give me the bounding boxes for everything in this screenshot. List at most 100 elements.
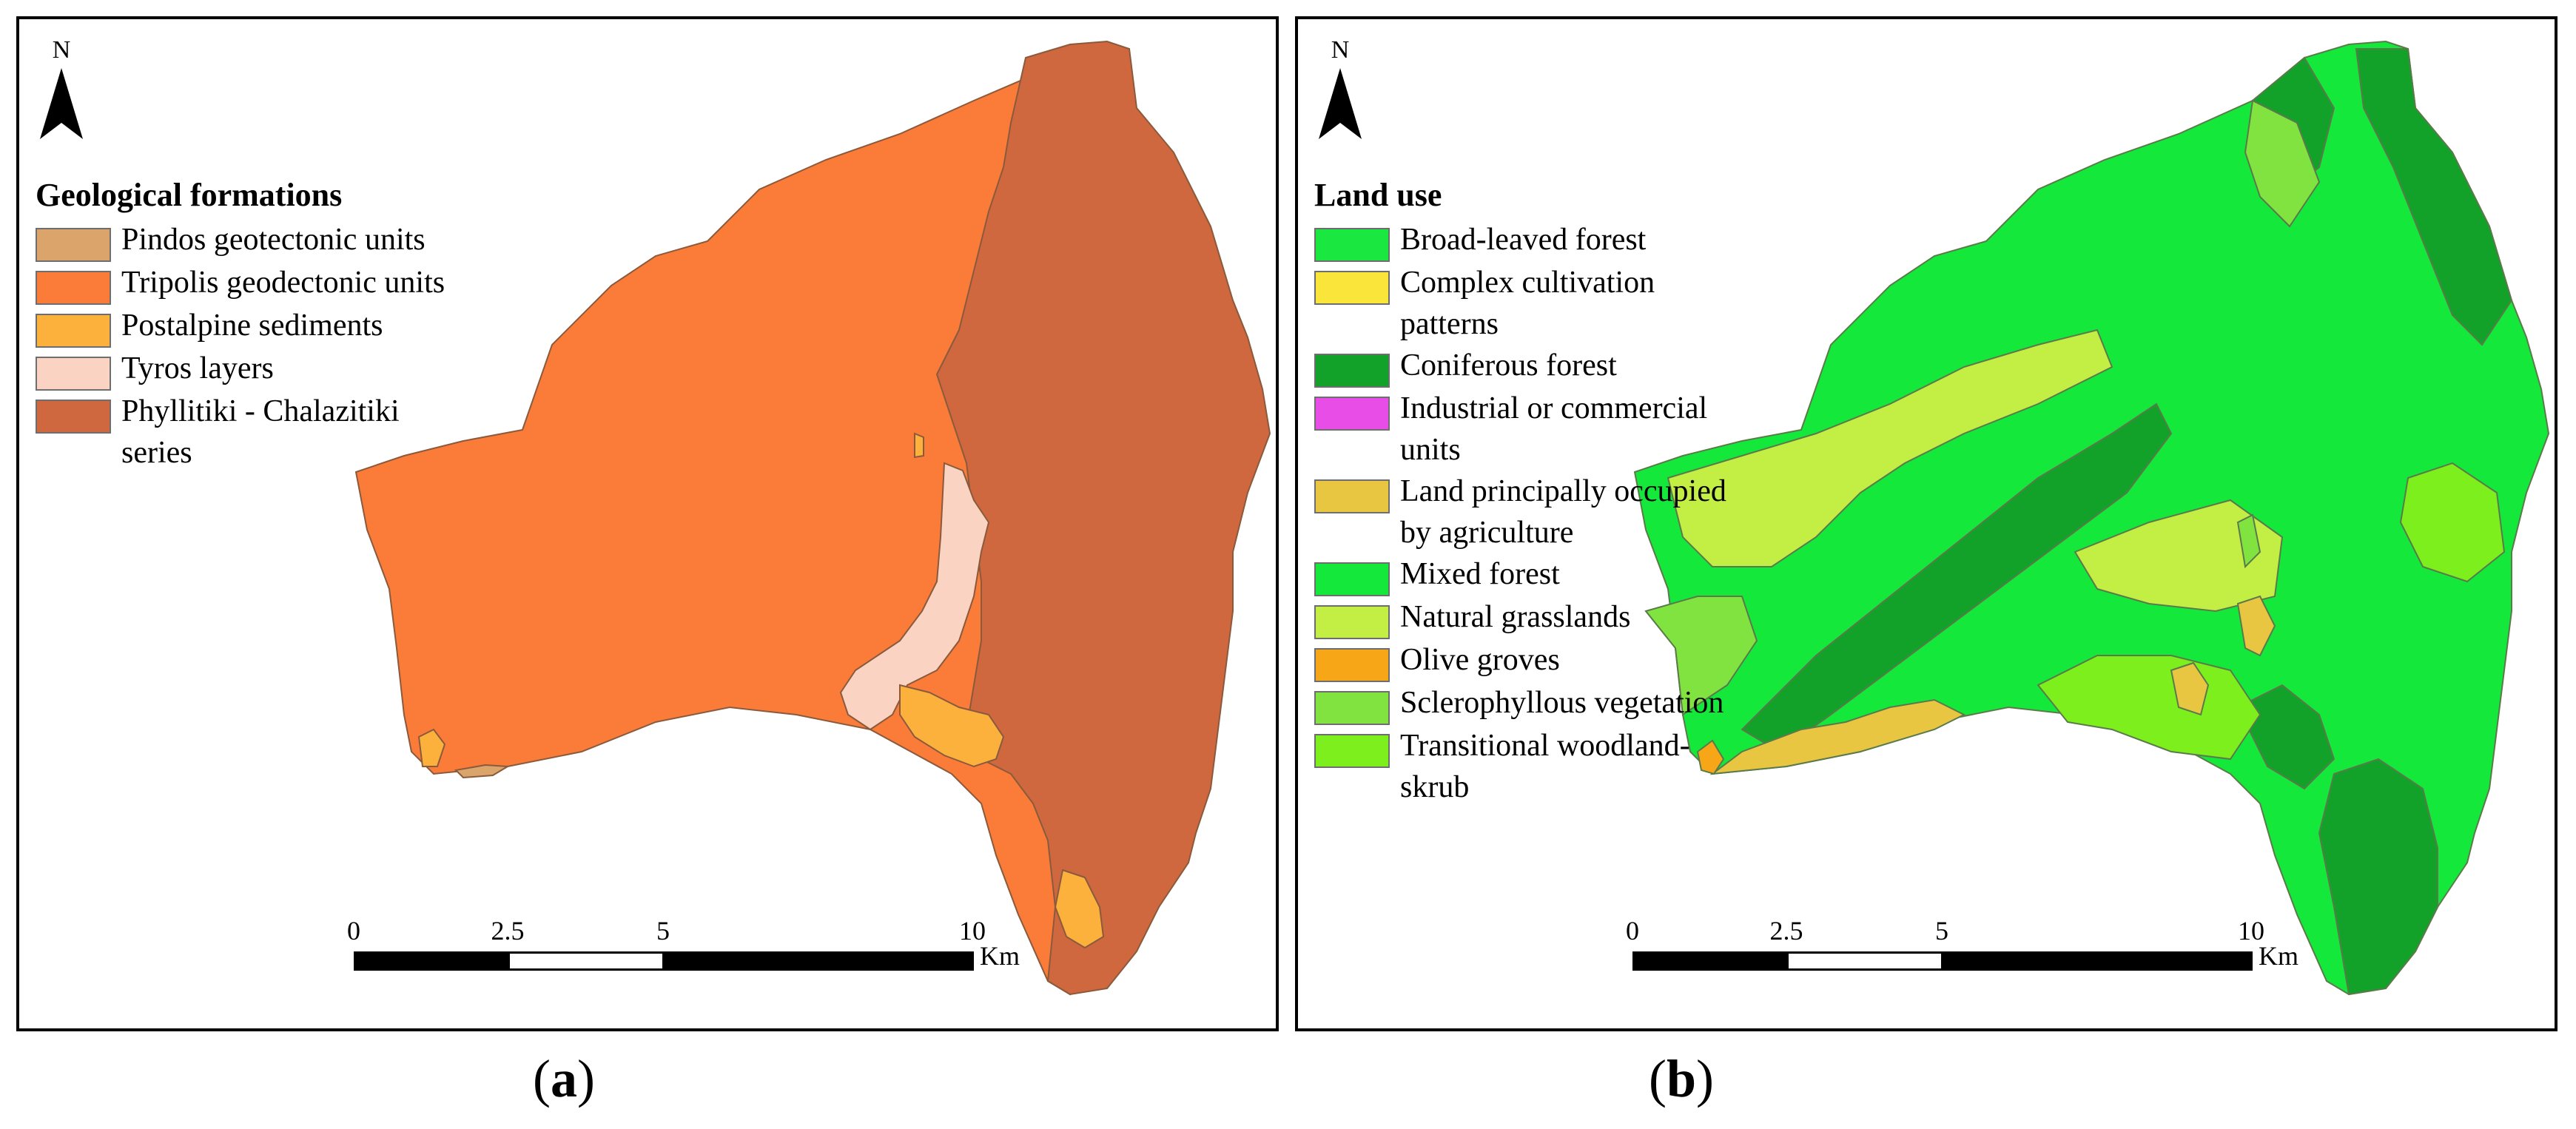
legend-swatch	[36, 271, 111, 305]
legend-item: Land principally occupied by agriculture	[1314, 471, 1748, 553]
scale-tick-label: 10	[959, 916, 986, 946]
scale-segment	[663, 951, 974, 971]
scale-tick-label: 0	[347, 916, 360, 946]
region-coniferous-4	[2318, 758, 2438, 996]
legend-label: Broad-leaved forest	[1400, 223, 1647, 257]
region-olive-groves	[1696, 739, 1725, 775]
region-sclerophyllous-3	[2236, 513, 2261, 569]
legend-label: Transitional woodland-skrub	[1400, 729, 1690, 804]
legend-item: Pindos geotectonic units	[36, 219, 469, 262]
legend-swatch	[1314, 734, 1390, 768]
legend-label: Sclerophyllous vegetation	[1400, 686, 1724, 720]
region-coniferous-2	[2355, 48, 2513, 346]
legend-swatch	[1314, 691, 1390, 725]
geology-map	[354, 40, 1271, 996]
region-natural-grasslands	[1667, 328, 2113, 567]
land-use-legend: Land use Broad-leaved forest Complex cul…	[1314, 175, 1748, 808]
legend-item: Natural grasslands	[1314, 596, 1748, 639]
legend-item: Olive groves	[1314, 639, 1748, 682]
scale-segment	[1786, 951, 1943, 971]
legend-item: Transitional woodland-skrub	[1314, 725, 1748, 808]
legend-swatch	[1314, 397, 1390, 431]
legend-item: Mixed forest	[1314, 553, 1748, 596]
caption-a: (a)	[533, 1049, 595, 1108]
legend-title: Geological formations	[36, 177, 343, 213]
region-transitional-woodland-2	[2399, 462, 2506, 583]
legend-label: Tyros layers	[121, 351, 274, 385]
legend-title: Land use	[1314, 177, 1442, 213]
geology-map-panel: N Geological formations Pindos geotecton…	[16, 16, 1279, 1031]
scale-tick-label: 0	[1626, 916, 1639, 946]
legend-label: Complex cultivation patterns	[1400, 266, 1655, 341]
legend-item: Coniferous forest	[1314, 345, 1748, 388]
scale-segment	[1942, 951, 2253, 971]
region-sclerophyllous-1	[1644, 596, 1758, 716]
scale-segment	[508, 951, 665, 971]
region-pindos	[454, 764, 511, 779]
region-postalpine-4	[914, 432, 924, 459]
scale-segment	[354, 951, 509, 971]
legend-swatch	[36, 314, 111, 348]
north-arrow: N	[1314, 37, 1366, 139]
geology-legend: Geological formations Pindos geotectonic…	[36, 175, 469, 473]
legend-item: Tyros layers	[36, 348, 469, 391]
legend-item: Phyllitiki - Chalazitiki series	[36, 391, 469, 473]
legend-item: Tripolis geodectonic units	[36, 262, 469, 305]
north-arrow: N	[36, 37, 87, 139]
scale-tick-label: 2.5	[491, 916, 525, 946]
region-postalpine-1	[899, 684, 1005, 768]
region-postalpine-3	[417, 728, 446, 767]
region-tyros	[839, 462, 990, 731]
legend-item: Postalpine sediments	[36, 305, 469, 348]
legend-swatch	[1314, 648, 1390, 682]
legend-swatch	[36, 357, 111, 391]
region-postalpine-2	[1054, 869, 1105, 949]
legend-label: Phyllitiki - Chalazitiki series	[121, 394, 400, 470]
legend-label: Industrial or commercial units	[1400, 391, 1708, 467]
north-label: N	[1331, 36, 1350, 64]
legend-label: Pindos geotectonic units	[121, 223, 426, 257]
legend-swatch	[1314, 354, 1390, 388]
legend-label: Tripolis geodectonic units	[121, 266, 445, 300]
region-natural-grasslands-2	[2074, 499, 2284, 613]
legend-label: Postalpine sediments	[121, 309, 383, 343]
legend-label: Coniferous forest	[1400, 348, 1617, 382]
legend-item: Broad-leaved forest	[1314, 219, 1748, 262]
region-transitional-woodland	[2037, 655, 2261, 761]
legend-label: Natural grasslands	[1400, 600, 1631, 634]
scale-segment	[1632, 951, 1788, 971]
region-coniferous-5	[2236, 684, 2335, 790]
caption-letter: b	[1666, 1049, 1697, 1108]
north-label: N	[52, 36, 71, 64]
legend-swatch	[1314, 228, 1390, 262]
region-phyllitiki	[935, 40, 1271, 996]
scale-tick-label: 5	[656, 916, 670, 946]
land-use-map	[1633, 40, 2550, 996]
scale-tick-label: 10	[2238, 916, 2264, 946]
caption-b: (b)	[1649, 1049, 1715, 1108]
region-agriculture-2	[2170, 661, 2210, 716]
scale-unit: Km	[980, 941, 1020, 971]
legend-swatch	[1314, 271, 1390, 305]
legend-swatch	[1314, 562, 1390, 596]
region-agriculture-3	[2236, 595, 2276, 657]
region-sclerophyllous-2	[2244, 99, 2321, 228]
scale-tick-label: 2.5	[1769, 916, 1803, 946]
legend-swatch	[1314, 479, 1390, 513]
region-coniferous-1	[1741, 402, 2173, 753]
legend-item: Industrial or commercial units	[1314, 388, 1748, 471]
legend-label: Land principally occupied by agriculture	[1400, 474, 1726, 550]
north-arrow-icon	[1319, 68, 1362, 139]
scale-tick-label: 5	[1935, 916, 1948, 946]
region-agriculture	[1709, 698, 1966, 775]
legend-swatch	[36, 400, 111, 434]
legend-item: Complex cultivation patterns	[1314, 262, 1748, 345]
caption-letter: a	[550, 1049, 577, 1108]
legend-label: Olive groves	[1400, 643, 1560, 677]
legend-label: Mixed forest	[1400, 557, 1560, 591]
land-use-map-panel: N Land use Broad-leaved forest Complex c…	[1295, 16, 2557, 1031]
legend-item: Sclerophyllous vegetation	[1314, 682, 1748, 725]
legend-swatch	[36, 228, 111, 262]
legend-swatch	[1314, 605, 1390, 639]
north-arrow-icon	[40, 68, 83, 139]
